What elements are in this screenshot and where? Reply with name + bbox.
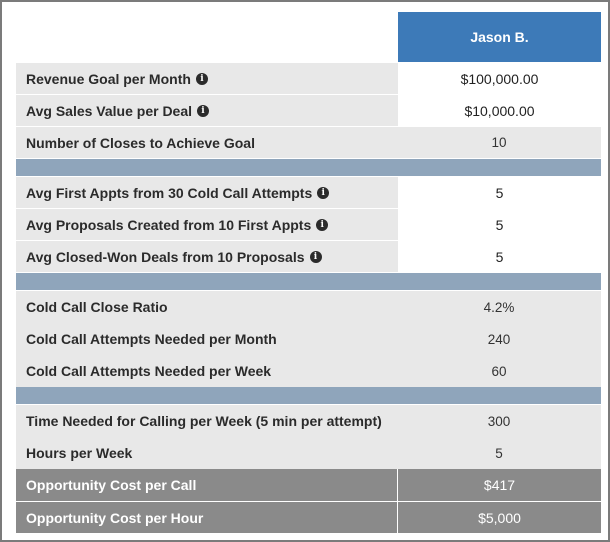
row-label: Number of Closes to Achieve Goal [16, 127, 397, 158]
computed-value: 10 [397, 127, 601, 158]
row-label: Cold Call Attempts Needed per Week [16, 355, 397, 387]
label-text: Time Needed for Calling per Week (5 min … [26, 413, 382, 429]
info-circle-icon[interactable]: i [197, 104, 210, 117]
label-text: Number of Closes to Achieve Goal [26, 134, 255, 151]
first-appts-input[interactable]: 5 [397, 177, 601, 208]
table-row: Avg First Appts from 30 Cold Call Attemp… [16, 177, 601, 208]
avg-sales-value-input[interactable]: $10,000.00 [397, 95, 601, 126]
table-row: Cold Call Close Ratio 4.2% [16, 291, 601, 323]
section-divider [16, 273, 601, 290]
label-text: Revenue Goal per Month [26, 70, 191, 87]
row-label: Cold Call Attempts Needed per Month [16, 323, 397, 355]
label-text: Avg Sales Value per Deal [26, 102, 193, 119]
summary-row: Opportunity Cost per Call $417 [16, 469, 601, 501]
table-row: Number of Closes to Achieve Goal 10 [16, 127, 601, 158]
row-label: Avg Sales Value per Deal i [16, 95, 397, 126]
table-row: Avg Closed-Won Deals from 10 Proposals i… [16, 241, 601, 272]
label-text: Hours per Week [26, 445, 133, 461]
row-label: Revenue Goal per Month i [16, 63, 397, 94]
label-text: Opportunity Cost per Call [26, 477, 197, 493]
label-text: Avg Proposals Created from 10 First Appt… [26, 216, 312, 233]
label-text: Cold Call Close Ratio [26, 299, 168, 315]
row-label: Time Needed for Calling per Week (5 min … [16, 405, 397, 437]
table-row: Avg Sales Value per Deal i $10,000.00 [16, 95, 601, 126]
label-text: Cold Call Attempts Needed per Week [26, 363, 272, 379]
computed-value: 60 [397, 355, 601, 387]
proposals-input[interactable]: 5 [397, 209, 601, 240]
computed-value: 4.2% [397, 291, 601, 323]
section-divider [16, 387, 601, 404]
info-circle-icon[interactable]: i [316, 218, 329, 231]
info-circle-icon[interactable]: i [317, 186, 330, 199]
computed-value: 240 [397, 323, 601, 355]
row-label: Opportunity Cost per Hour [16, 502, 397, 533]
label-text: Avg Closed-Won Deals from 10 Proposals [26, 248, 305, 265]
row-label: Avg Proposals Created from 10 First Appt… [16, 209, 397, 240]
section-divider [16, 159, 601, 176]
label-text: Avg First Appts from 30 Cold Call Attemp… [26, 184, 313, 201]
column-header: Jason B. [398, 12, 601, 62]
table-row: Time Needed for Calling per Week (5 min … [16, 405, 601, 437]
revenue-goal-input[interactable]: $100,000.00 [397, 63, 601, 94]
person-name: Jason B. [470, 29, 529, 45]
info-circle-icon[interactable]: i [195, 72, 208, 85]
closed-won-input[interactable]: 5 [397, 241, 601, 272]
row-label: Avg First Appts from 30 Cold Call Attemp… [16, 177, 397, 208]
info-circle-icon[interactable]: i [309, 250, 322, 263]
computed-value: 5 [397, 437, 601, 469]
table-row: Cold Call Attempts Needed per Week 60 [16, 355, 601, 387]
computed-value: 300 [397, 405, 601, 437]
row-label: Avg Closed-Won Deals from 10 Proposals i [16, 241, 397, 272]
table-row: Revenue Goal per Month i $100,000.00 [16, 63, 601, 94]
table-row: Cold Call Attempts Needed per Month 240 [16, 323, 601, 355]
row-label: Cold Call Close Ratio [16, 291, 397, 323]
row-label: Opportunity Cost per Call [16, 469, 397, 501]
summary-value: $5,000 [397, 502, 601, 533]
summary-row: Opportunity Cost per Hour $5,000 [16, 502, 601, 533]
table-row: Hours per Week 5 [16, 437, 601, 469]
summary-value: $417 [397, 469, 601, 501]
label-text: Opportunity Cost per Hour [26, 509, 204, 526]
label-text: Cold Call Attempts Needed per Month [26, 331, 277, 347]
row-label: Hours per Week [16, 437, 397, 469]
table-row: Avg Proposals Created from 10 First Appt… [16, 209, 601, 240]
